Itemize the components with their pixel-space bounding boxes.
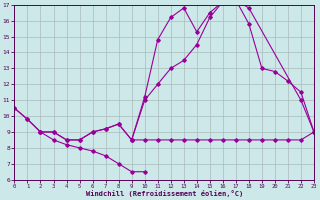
- X-axis label: Windchill (Refroidissement éolien,°C): Windchill (Refroidissement éolien,°C): [85, 190, 243, 197]
